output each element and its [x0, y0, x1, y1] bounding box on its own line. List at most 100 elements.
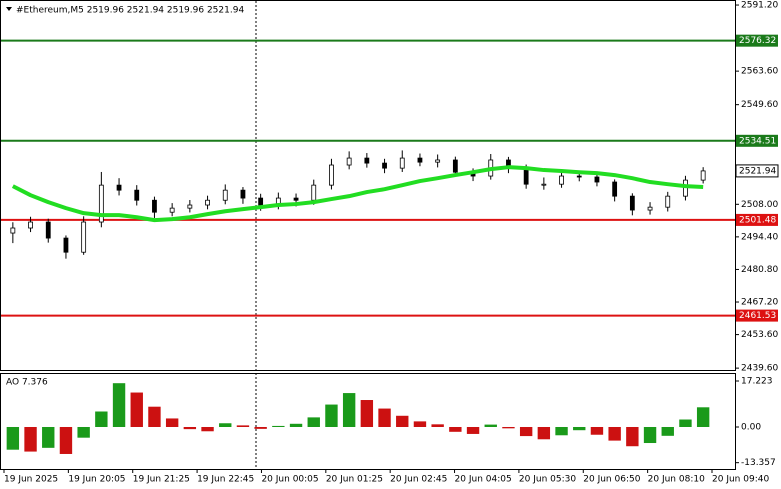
candle-body: [187, 204, 193, 209]
ao-bar: [130, 392, 143, 427]
last-price-box: [735, 164, 779, 178]
ao-bar: [342, 393, 356, 427]
ao-bar: [272, 425, 285, 427]
level-label-box: [736, 134, 778, 147]
ao-bar: [289, 423, 303, 427]
chart-title: #Ethereum,M5 2519.96 2521.94 2519.96 252…: [16, 6, 244, 16]
ao-bar: [502, 426, 515, 429]
ao-bar: [59, 426, 73, 454]
level-label: 2576.32: [739, 36, 776, 46]
y-tick-label: 2439.60: [741, 364, 778, 374]
y-tick-label: 2467.20: [741, 298, 778, 308]
ao-bar: [95, 411, 108, 427]
candle-body: [417, 157, 423, 163]
candle-body: [576, 175, 582, 178]
ao-bar: [307, 417, 320, 427]
candle-body: [45, 221, 51, 239]
x-tick-label: 20 Jun 00:05: [261, 475, 318, 485]
candle-body: [452, 159, 458, 173]
y-tick-label: 2453.60: [741, 330, 778, 340]
candle-body: [116, 184, 122, 191]
ao-bar: [360, 400, 374, 427]
ao-bar: [608, 426, 621, 441]
x-tick-label: 19 Jun 2025: [4, 475, 58, 485]
candle-body: [523, 167, 529, 185]
y-tick-label: 2591.20: [741, 1, 778, 11]
menu-icon: [6, 7, 12, 11]
x-tick-label: 19 Jun 21:25: [133, 475, 190, 485]
candle-body: [559, 175, 564, 185]
candle-body: [293, 197, 299, 201]
ao-bar: [254, 426, 267, 429]
ao-bar: [148, 406, 161, 427]
level-label: 2534.51: [739, 136, 776, 146]
ao-bar: [484, 424, 497, 427]
candle-body: [152, 199, 157, 213]
level-label: 2461.53: [739, 311, 776, 321]
candle-body: [700, 170, 706, 181]
candle-body: [346, 157, 352, 166]
y-tick-label: 0.00: [741, 422, 761, 432]
x-tick-label: 20 Jun 05:30: [519, 475, 576, 485]
level-label-box: [736, 213, 778, 226]
candle-body: [665, 195, 671, 208]
x-tick-label: 19 Jun 20:05: [68, 475, 125, 485]
ao-bar: [679, 419, 692, 427]
candle-body: [435, 159, 441, 163]
level-label: 2501.48: [739, 215, 776, 225]
candle-body: [612, 181, 618, 197]
ao-bar: [449, 426, 462, 432]
level-label-box: [736, 309, 778, 322]
ao-bar: [378, 408, 391, 427]
ao-bar: [165, 418, 179, 427]
main-frame: [0, 0, 736, 371]
ao-bar: [431, 424, 444, 427]
candle-body: [382, 162, 387, 169]
x-tick-label: 20 Jun 06:50: [583, 475, 640, 485]
candle-body: [10, 227, 16, 234]
ao-bar: [6, 426, 20, 450]
x-tick-label: 20 Jun 09:40: [712, 475, 769, 485]
candle-body: [63, 237, 69, 253]
moving-average: [11, 165, 704, 223]
ao-title: AO 7.376: [6, 378, 48, 388]
y-tick-label: 2508.00: [741, 200, 778, 210]
y-tick-label: 2549.60: [741, 100, 778, 110]
ao-bar: [413, 421, 427, 427]
ao-bar: [219, 423, 232, 427]
ao-bar: [396, 415, 409, 427]
ao-bar: [42, 426, 55, 448]
candle-body: [329, 164, 334, 186]
candle-body: [311, 184, 317, 201]
candle-body: [98, 184, 104, 223]
y-tick-label: 2480.80: [741, 265, 778, 275]
ao-bar: [325, 404, 338, 427]
ao-bar: [555, 426, 568, 436]
ao-bar: [573, 426, 586, 431]
candle-body: [629, 195, 635, 211]
ao-bar: [183, 426, 197, 430]
y-tick-label: 17.223: [741, 376, 773, 386]
candle-body: [134, 189, 140, 201]
candle-body: [205, 199, 210, 206]
candle-body: [647, 206, 653, 211]
candle-body: [222, 189, 228, 201]
ao-bar: [519, 426, 533, 437]
candle-body: [594, 176, 600, 183]
candle-body: [258, 197, 264, 206]
y-tick-label: 2494.40: [741, 232, 778, 242]
candle-body: [364, 157, 370, 164]
candle-body: [541, 183, 547, 186]
ao-bar: [696, 407, 710, 427]
x-tick-label: 19 Jun 22:45: [197, 475, 254, 485]
x-tick-label: 20 Jun 04:05: [455, 475, 512, 485]
ao-bar: [626, 426, 639, 447]
candle-body: [399, 157, 405, 169]
ao-bar: [236, 425, 250, 427]
last-price-label: 2521.94: [739, 166, 776, 176]
y-tick-label: -13.357: [741, 458, 776, 468]
candle-body: [81, 221, 87, 253]
